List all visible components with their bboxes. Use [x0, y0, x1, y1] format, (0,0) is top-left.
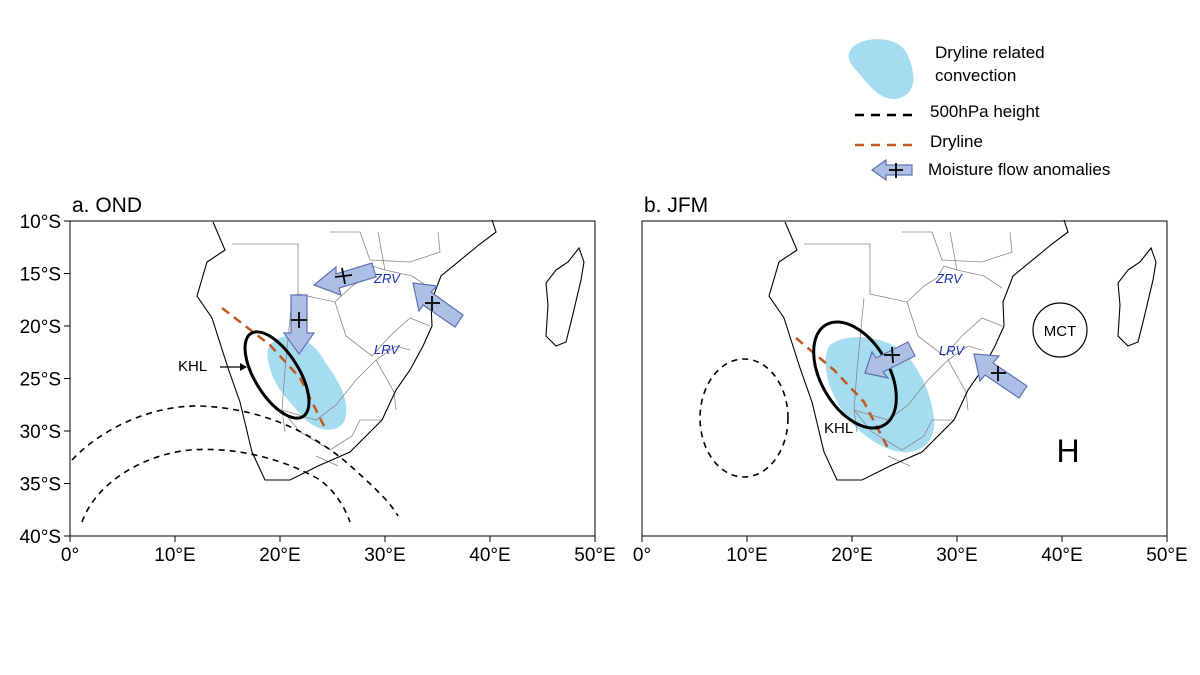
panel-ond: a. OND 10°S15°S20°S25°S30°S35°S40°S 0° 10… [20, 194, 616, 566]
y-tick-label: 35°S [20, 475, 61, 496]
mct-circle [1032, 302, 1088, 358]
y-tick-label: 25°S [20, 370, 61, 391]
x-axis: 0° 10°E 20°E 30°E 40°E 50°E [61, 536, 616, 566]
x-tick-label: 10°E [726, 545, 767, 566]
map-frame [641, 220, 1168, 537]
convection-area [825, 337, 935, 453]
y-tick-label: 10°S [20, 212, 61, 233]
mct-label: MCT [1044, 323, 1077, 340]
x-tick-label: 50°E [1146, 545, 1187, 566]
y-tick-label: 20°S [20, 317, 61, 338]
x-tick-label: 50°E [574, 545, 615, 566]
x-tick-label: 40°E [1041, 545, 1082, 566]
moisture-arrow-west [864, 341, 916, 379]
y-tick-label: 40°S [20, 527, 61, 548]
y-tick-label: 30°S [20, 422, 61, 443]
panel-jfm: b. JFM 0° 10°E 20°E 30°E 40°E 50°E KHL ZRV LR… [633, 194, 1188, 566]
legend-moisture-label: Moisture flow anomalies [928, 160, 1110, 179]
madagascar-coastline [545, 247, 585, 347]
height-500hpa-contours [71, 405, 399, 523]
moisture-arrow-west [312, 262, 377, 296]
moisture-arrow-northwest [973, 353, 1028, 399]
y-axis: 10°S 15°S 20°S 25°S 30°S 35°S 40°S [20, 212, 70, 548]
x-tick-label: 20°E [831, 545, 872, 566]
high-pressure-label: H [1056, 433, 1079, 469]
legend: Dryline related convection 500hPa height … [848, 39, 1110, 182]
legend-convection-swatch [848, 39, 914, 100]
x-tick-label: 0° [633, 545, 651, 566]
x-tick-label: 30°E [936, 545, 977, 566]
x-tick-label: 0° [61, 545, 79, 566]
x-tick-label: 20°E [259, 545, 300, 566]
height-500hpa-contour [699, 358, 789, 478]
lrv-label: LRV [939, 343, 965, 358]
khl-label: KHL [178, 358, 207, 375]
khl-pointer [220, 363, 247, 371]
moisture-arrow-south [282, 294, 316, 356]
x-axis: 0° 10°E 20°E 30°E 40°E 50°E [633, 536, 1188, 566]
panel-title: b. JFM [644, 194, 708, 217]
x-tick-label: 10°E [154, 545, 195, 566]
dryline [221, 307, 327, 429]
legend-convection-label: Dryline related convection [935, 43, 1045, 85]
madagascar-coastline [1117, 247, 1157, 347]
legend-moisture-arrow [870, 158, 913, 182]
khl-ellipse [243, 330, 311, 420]
moisture-arrow-northwest [412, 282, 464, 328]
zrv-label: ZRV [373, 271, 401, 286]
zrv-label: ZRV [935, 271, 963, 286]
legend-dryline-label: Dryline [930, 132, 983, 151]
legend-height-label: 500hPa height [930, 102, 1040, 121]
africa-coastline [196, 219, 497, 481]
panel-title: a. OND [72, 194, 142, 217]
x-tick-label: 40°E [469, 545, 510, 566]
khl-label: KHL [824, 420, 853, 437]
x-tick-label: 30°E [364, 545, 405, 566]
y-tick-label: 15°S [20, 265, 61, 286]
lrv-label: LRV [374, 342, 400, 357]
